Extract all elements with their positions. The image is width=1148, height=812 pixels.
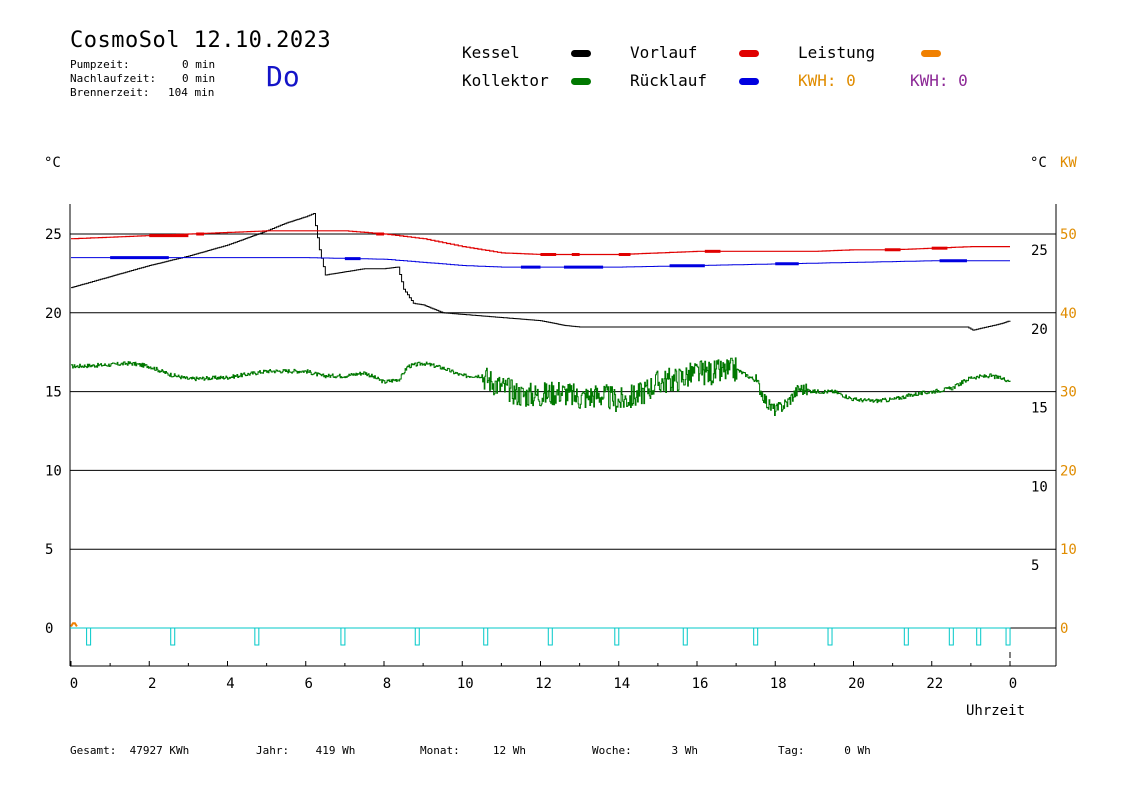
legend-swatch-kessel <box>571 50 591 57</box>
pump-pulse <box>547 627 553 646</box>
stat-pumpzeit: Pumpzeit: 0 min <box>70 58 215 71</box>
x-tick-label: 12 <box>535 676 552 692</box>
pump-pulse <box>827 627 833 646</box>
x-tick-label: 14 <box>613 676 630 692</box>
pump-pulse <box>1005 627 1011 646</box>
footer-gesamt-label: Gesamt: <box>70 744 117 757</box>
pump-pulse <box>86 627 92 646</box>
y-right-tick-label: 25 <box>1031 243 1048 259</box>
y-kw-tick-label: 40 <box>1060 306 1077 322</box>
series-line-leistung <box>70 622 78 627</box>
legend-label-vorlauf: Vorlauf <box>630 43 698 62</box>
pump-pulse <box>170 627 176 646</box>
stat-pumpzeit-value: 0 min <box>182 58 216 71</box>
footer-tag-value: 0 Wh <box>844 744 871 757</box>
stat-nachlaufzeit-value: 0 min <box>182 72 216 85</box>
y-left-tick-label: 15 <box>45 385 62 401</box>
x-tick-label: 10 <box>457 676 474 692</box>
footer-gesamt-value: 47927 KWh <box>129 744 190 757</box>
pump-pulse <box>614 627 620 646</box>
y-kw-unit-label: KW <box>1060 155 1077 171</box>
y-right-tick-label: 5 <box>1031 558 1039 574</box>
footer-jahr-value: 419 Wh <box>315 744 356 757</box>
legend-swatch-leistung <box>921 50 941 57</box>
pump-pulse <box>414 627 420 646</box>
pump-pulse <box>976 627 982 646</box>
y-kw-tick-label: 0 <box>1060 621 1068 637</box>
y-left-tick-label: 10 <box>45 463 62 479</box>
x-tick-label: 4 <box>226 676 234 692</box>
footer-woche-label: Woche: <box>592 744 632 757</box>
legend-label-leistung: Leistung <box>798 43 876 62</box>
y-left-unit-label: °C <box>44 155 61 171</box>
pump-pulse <box>903 627 909 646</box>
stat-pumpzeit-label: Pumpzeit: <box>70 58 130 71</box>
y-right-tick-label: 20 <box>1031 322 1048 338</box>
pump-pulse <box>254 627 260 646</box>
footer-jahr: Jahr: 419 Wh <box>256 744 355 757</box>
pump-pulse <box>682 627 688 646</box>
legend-label-kollektor: Kollektor <box>462 71 549 90</box>
x-tick-label: 0 <box>70 676 78 692</box>
footer-jahr-label: Jahr: <box>256 744 290 757</box>
footer-tag-label: Tag: <box>778 744 805 757</box>
y-kw-tick-label: 30 <box>1060 385 1077 401</box>
legend-swatch-vorlauf <box>739 50 759 57</box>
footer-monat-label: Monat: <box>420 744 460 757</box>
x-tick-label: 8 <box>383 676 391 692</box>
y-right-tick-label: 10 <box>1031 479 1048 495</box>
x-tick-label: 20 <box>848 676 865 692</box>
x-tick-label: 16 <box>692 676 709 692</box>
series-line-kollektor <box>71 357 1011 416</box>
stat-nachlaufzeit-label: Nachlaufzeit: <box>70 72 157 85</box>
legend-swatch-ruecklauf <box>739 78 759 85</box>
footer-tag: Tag: 0 Wh <box>778 744 871 757</box>
x-axis-label: Uhrzeit <box>966 703 1025 719</box>
weekday-label: Do <box>266 60 300 93</box>
y-kw-tick-label: 10 <box>1060 542 1077 558</box>
legend-label-ruecklauf: Rücklauf <box>630 71 708 90</box>
pump-pulse <box>340 627 346 646</box>
y-left-tick-label: 5 <box>45 542 53 558</box>
y-left-tick-label: 20 <box>45 306 62 322</box>
stat-brennerzeit-value: 104 min <box>168 86 215 99</box>
x-tick-label: 22 <box>926 676 943 692</box>
pump-pulse <box>483 627 489 646</box>
x-tick-label: 6 <box>305 676 313 692</box>
footer-woche: Woche: 3 Wh <box>592 744 698 757</box>
chart-title: CosmoSol 12.10.2023 <box>70 28 332 53</box>
stat-nachlaufzeit: Nachlaufzeit: 0 min <box>70 72 215 85</box>
stat-brennerzeit-label: Brennerzeit: <box>70 86 150 99</box>
y-left-tick-label: 25 <box>45 227 62 243</box>
legend-label-kessel: Kessel <box>462 43 520 62</box>
y-right-unit-label: °C <box>1030 155 1047 171</box>
y-left-tick-label: 0 <box>45 621 53 637</box>
footer-woche-value: 3 Wh <box>671 744 699 757</box>
legend-kwh-1: KWH: 0 <box>798 71 856 90</box>
legend-swatch-kollektor <box>571 78 591 85</box>
y-right-tick-label: 15 <box>1031 401 1048 417</box>
legend-kwh-2: KWH: 0 <box>910 71 968 90</box>
y-kw-tick-label: 20 <box>1060 463 1077 479</box>
series-line-kessel <box>71 213 1011 331</box>
x-tick-label: 18 <box>770 676 787 692</box>
footer-monat: Monat: 12 Wh <box>420 744 526 757</box>
x-tick-label: 2 <box>148 676 156 692</box>
x-tick-label: 0 <box>1009 676 1017 692</box>
pump-pulse <box>948 627 954 646</box>
y-kw-tick-label: 50 <box>1060 227 1077 243</box>
footer-gesamt: Gesamt: 47927 KWh <box>70 744 189 757</box>
stat-brennerzeit: Brennerzeit: 104 min <box>70 86 214 99</box>
pump-pulse <box>753 627 759 646</box>
footer-monat-value: 12 Wh <box>492 744 526 757</box>
